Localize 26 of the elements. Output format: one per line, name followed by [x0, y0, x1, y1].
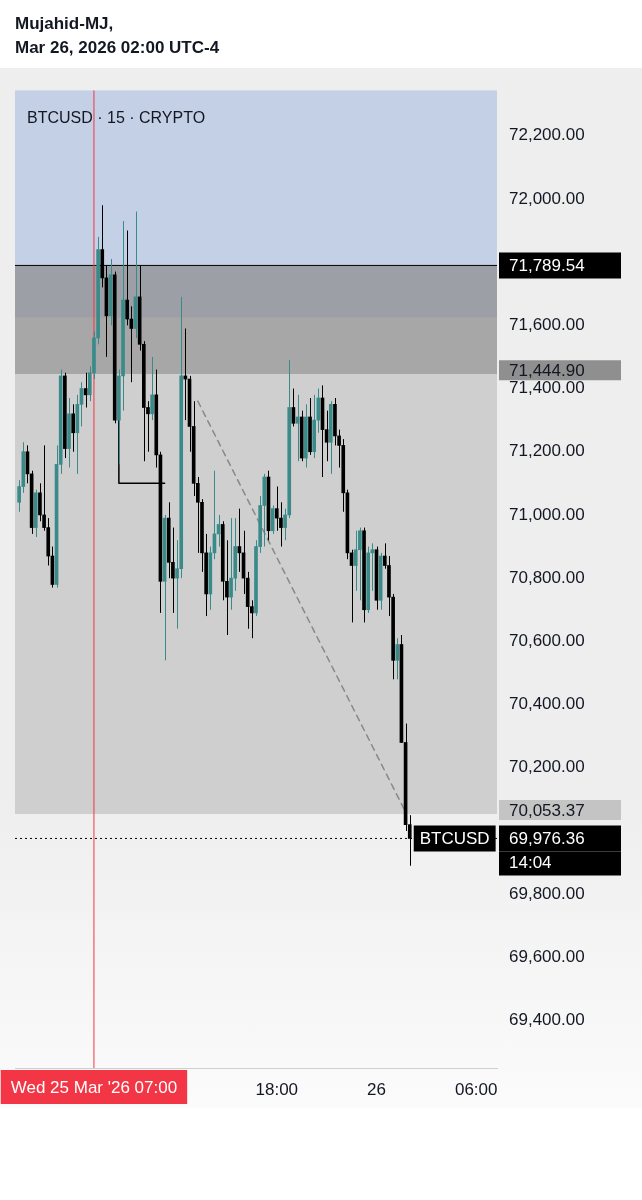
- y-tick-label: 71,400.00: [509, 378, 585, 398]
- y-tick-label: 69,800.00: [509, 883, 585, 903]
- annotation: BTCUSD: [419, 829, 490, 849]
- y-tick-label: 71,200.00: [509, 441, 585, 461]
- x-tick-label: 06:00: [454, 1079, 498, 1099]
- annotation: BTCUSD · 15 · CRYPTO: [27, 108, 206, 126]
- y-tick-label: 70,600.00: [509, 631, 585, 651]
- y-tick-label: 69,600.00: [509, 947, 585, 967]
- ref-line-label: 71,789.54: [509, 256, 585, 276]
- chart-title: Mujahid-MJ,: [15, 13, 115, 35]
- y-tick-label: 70,200.00: [509, 757, 585, 777]
- band-label: 71,444.90: [509, 361, 585, 381]
- x-tick-label: 26: [367, 1079, 386, 1099]
- y-tick-label: 70,800.00: [509, 567, 585, 587]
- y-tick-label: 72,200.00: [509, 125, 585, 145]
- y-tick-label: 69,400.00: [509, 1010, 585, 1030]
- chart-subtitle: Mar 26, 2026 02:00 UTC-4: [15, 37, 221, 59]
- band-label: 70,053.37: [509, 800, 585, 820]
- ref-line-label: Wed 25 Mar '26 07:00: [10, 1077, 178, 1097]
- ref-line-label: 69,976.36: [509, 829, 585, 849]
- y-tick-label: 70,400.00: [509, 694, 585, 714]
- y-tick-label: 71,000.00: [509, 504, 585, 524]
- y-tick-label: 71,600.00: [509, 315, 585, 335]
- x-tick-label: 18:00: [255, 1079, 299, 1099]
- y-tick-label: 72,000.00: [509, 188, 585, 208]
- text: 14:04: [509, 853, 552, 873]
